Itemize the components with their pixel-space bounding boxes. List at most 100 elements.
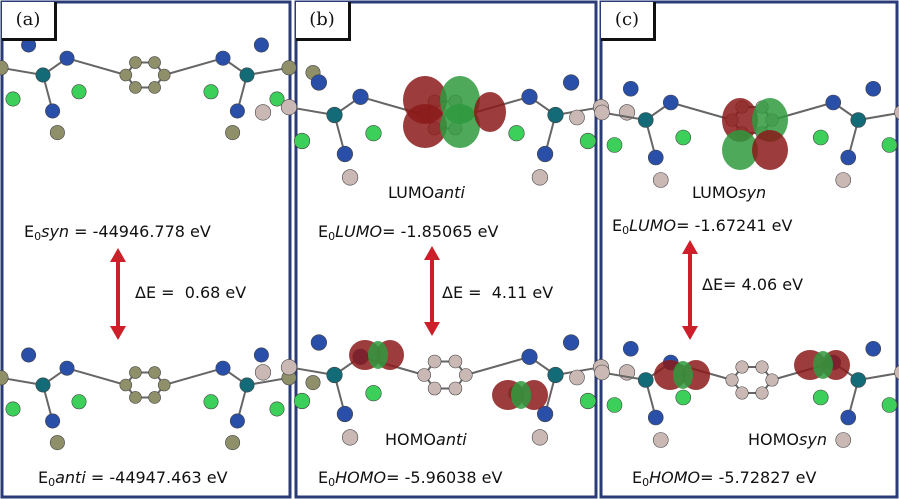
atom — [756, 361, 769, 374]
atom — [459, 369, 472, 382]
orbital-lobe — [673, 361, 693, 389]
orbital-caption: HOMOanti — [385, 430, 467, 450]
atom — [45, 414, 59, 428]
panel-label: (c) — [601, 2, 656, 41]
atom — [532, 430, 548, 446]
atom — [895, 365, 899, 380]
atom — [548, 107, 564, 123]
atom — [149, 81, 161, 93]
atom — [120, 379, 132, 391]
atom — [327, 367, 343, 383]
atom — [638, 113, 653, 128]
atom — [851, 113, 866, 128]
atom — [225, 435, 239, 449]
atom — [327, 107, 343, 123]
atom — [45, 104, 59, 118]
atom — [72, 85, 86, 99]
atom — [129, 81, 141, 93]
atom — [841, 150, 856, 165]
delta-label: ΔE = 0.68 eV — [135, 283, 246, 303]
atom — [595, 105, 610, 120]
atom — [570, 370, 585, 385]
atom — [851, 373, 866, 388]
atom — [653, 433, 668, 448]
atom — [607, 138, 622, 153]
atom — [353, 89, 369, 105]
atom — [736, 361, 749, 374]
atom — [60, 361, 74, 375]
atom — [21, 348, 35, 362]
bond — [164, 58, 223, 75]
atom — [428, 355, 441, 368]
atom — [449, 355, 462, 368]
atom — [129, 57, 141, 69]
atom — [158, 69, 170, 81]
atom — [216, 51, 230, 65]
atom — [813, 130, 828, 145]
atom — [306, 375, 320, 389]
atom — [537, 146, 553, 162]
atom — [204, 85, 218, 99]
atom — [895, 105, 899, 120]
atom — [6, 402, 20, 416]
atom — [36, 378, 50, 392]
atom — [342, 170, 358, 186]
atom — [230, 104, 244, 118]
atom — [756, 387, 769, 400]
atom — [522, 349, 538, 365]
atom — [813, 390, 828, 405]
atom — [337, 406, 353, 422]
atom — [281, 359, 297, 375]
atom — [129, 391, 141, 403]
atom — [254, 348, 268, 362]
atom — [294, 133, 310, 149]
atom — [204, 395, 218, 409]
atom — [149, 367, 161, 379]
atom — [311, 335, 327, 351]
atom — [255, 365, 271, 381]
energy-label: E0syn = -44946.778 eV — [24, 222, 211, 247]
arrow-head — [682, 326, 698, 340]
atom — [240, 378, 254, 392]
atom — [366, 385, 382, 401]
atom — [570, 110, 585, 125]
atom — [6, 92, 20, 106]
atom — [225, 125, 239, 139]
atom — [149, 57, 161, 69]
orbital-lobe — [440, 104, 480, 148]
orbital-lobe — [511, 381, 531, 409]
atom — [836, 173, 851, 188]
atom — [736, 387, 749, 400]
panel-label: (a) — [2, 2, 57, 41]
atom — [836, 433, 851, 448]
atom — [129, 367, 141, 379]
arrow-head — [424, 246, 440, 260]
bond — [164, 368, 223, 385]
atom — [36, 68, 50, 82]
atom — [342, 430, 358, 446]
orbital-caption: LUMOsyn — [692, 183, 766, 203]
atom — [653, 173, 668, 188]
atom — [149, 391, 161, 403]
panel-label: (b) — [296, 2, 351, 41]
atom — [623, 341, 638, 356]
energy-label: E0LUMO= -1.67241 eV — [612, 216, 792, 241]
energy-label: E0HOMO= -5.96038 eV — [318, 468, 502, 493]
atom — [548, 367, 564, 383]
atom — [580, 133, 596, 149]
atom — [72, 395, 86, 409]
atom — [270, 402, 284, 416]
atom — [676, 390, 691, 405]
atom — [522, 89, 538, 105]
bond — [67, 368, 126, 385]
atom — [638, 373, 653, 388]
bond — [67, 58, 126, 75]
atom — [663, 95, 678, 110]
atom — [255, 105, 271, 121]
arrow-head — [110, 248, 126, 262]
atom — [676, 130, 691, 145]
atom — [766, 374, 779, 387]
atom — [595, 365, 610, 380]
atom — [580, 393, 596, 409]
atom — [866, 81, 881, 96]
